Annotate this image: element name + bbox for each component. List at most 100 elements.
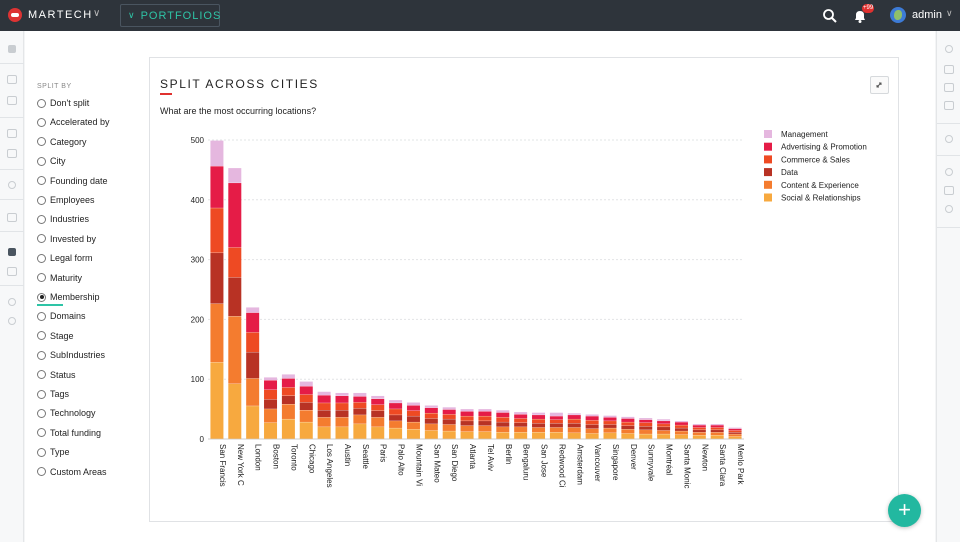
radio-button[interactable] (37, 214, 46, 224)
chevron-down-icon[interactable]: ∨ (946, 8, 953, 18)
split-option-type[interactable]: Type (37, 445, 70, 459)
split-by-title: SPLIT BY (37, 83, 72, 90)
bar-segment (424, 405, 438, 408)
search-icon[interactable] (822, 8, 838, 24)
bar-segment (335, 417, 349, 427)
split-option-accelerated-by[interactable]: Accelerated by (37, 115, 110, 129)
bar-segment (210, 303, 224, 363)
option-label: Founding date (50, 175, 108, 186)
bar-segment (389, 400, 403, 403)
split-option-stage[interactable]: Stage (37, 329, 74, 343)
x-tick-label: San Mateo (432, 444, 441, 483)
split-option-invested-by[interactable]: Invested by (37, 232, 96, 246)
radio-button[interactable] (37, 137, 46, 147)
rss-icon[interactable] (8, 298, 16, 306)
split-option-membership[interactable]: Membership (37, 290, 100, 304)
bar-segment (264, 399, 278, 409)
legend-label: Social & Relationships (781, 194, 861, 203)
radio-button[interactable] (37, 156, 46, 166)
person-icon[interactable] (945, 135, 953, 143)
list-icon[interactable] (7, 129, 17, 138)
split-option-technology[interactable]: Technology (37, 406, 96, 420)
add-button[interactable]: + (888, 494, 921, 527)
grid-icon[interactable] (944, 101, 954, 110)
radio-button[interactable] (37, 370, 46, 380)
legend-label: Commerce & Sales (781, 155, 850, 164)
option-label: Invested by (50, 233, 97, 244)
home-icon[interactable] (8, 45, 16, 53)
split-option-tags[interactable]: Tags (37, 387, 69, 401)
tag-icon[interactable] (944, 65, 954, 74)
bar-segment (478, 421, 492, 426)
split-option-city[interactable]: City (37, 154, 66, 168)
file-icon[interactable] (944, 186, 954, 195)
radio-button[interactable] (37, 350, 46, 360)
radio-button[interactable] (37, 292, 46, 302)
monitor-icon[interactable] (7, 75, 17, 84)
bar-segment (567, 433, 581, 439)
split-option-total-funding[interactable]: Total funding (37, 426, 101, 440)
check-icon[interactable] (945, 45, 953, 53)
bar-segment (692, 427, 706, 430)
circle-icon[interactable] (945, 205, 953, 213)
split-option-employees[interactable]: Employees (37, 193, 95, 207)
radio-button[interactable] (37, 253, 46, 263)
globe-avatar-icon[interactable] (890, 7, 906, 23)
gear-icon[interactable] (945, 168, 953, 176)
radio-button[interactable] (37, 117, 46, 127)
split-option-industries[interactable]: Industries (37, 212, 89, 226)
radio-button[interactable] (37, 273, 46, 283)
logo-icon[interactable] (8, 8, 22, 22)
portfolios-button[interactable]: ∨ PORTFOLIOS (120, 4, 220, 27)
split-option-category[interactable]: Category (37, 135, 87, 149)
location-icon[interactable] (8, 181, 16, 189)
list-icon[interactable] (7, 149, 17, 158)
user-name[interactable]: admin (912, 9, 942, 21)
radio-button[interactable] (37, 389, 46, 399)
bar-segment (514, 422, 528, 427)
split-option-subindustries[interactable]: SubIndustries (37, 348, 105, 362)
bar-segment (496, 422, 510, 427)
bell-icon[interactable] (852, 8, 868, 24)
y-tick-label: 200 (191, 315, 205, 324)
bar-segment (353, 415, 367, 424)
bar-segment (514, 414, 528, 419)
collapse-button[interactable] (870, 76, 889, 94)
bar-segment (692, 424, 706, 425)
radio-button[interactable] (37, 234, 46, 244)
radio-button[interactable] (37, 428, 46, 438)
split-option-domains[interactable]: Domains (37, 309, 86, 323)
split-option-founding-date[interactable]: Founding date (37, 174, 108, 188)
bar-segment (353, 396, 367, 403)
radio-button[interactable] (37, 467, 46, 477)
chevron-down-icon[interactable]: ∨ (93, 8, 101, 19)
radio-button[interactable] (37, 195, 46, 205)
table-icon[interactable] (944, 83, 954, 92)
radio-button[interactable] (37, 176, 46, 186)
split-option-custom-areas[interactable]: Custom Areas (37, 465, 107, 479)
radio-button[interactable] (37, 311, 46, 321)
split-option-legal-form[interactable]: Legal form (37, 251, 93, 265)
split-option-maturity[interactable]: Maturity (37, 271, 82, 285)
radio-button[interactable] (37, 447, 46, 457)
document-icon[interactable] (7, 96, 17, 105)
bar-segment (406, 405, 420, 411)
bar-segment (281, 419, 295, 439)
split-option-don-t-split[interactable]: Don't split (37, 96, 89, 110)
bar-segment (281, 387, 295, 396)
radio-button[interactable] (37, 331, 46, 341)
radio-button[interactable] (37, 408, 46, 418)
bar-segment (317, 427, 331, 439)
bar-segment (353, 408, 367, 415)
users-icon[interactable] (8, 317, 16, 325)
dashboard-icon[interactable] (8, 248, 16, 256)
brand-name[interactable]: MARTECH (28, 9, 93, 21)
split-option-status[interactable]: Status (37, 368, 76, 382)
print-icon[interactable] (7, 213, 17, 222)
bar-segment (246, 312, 260, 333)
bar-segment (621, 416, 635, 419)
legend-label: Management (781, 130, 828, 139)
share-icon[interactable] (7, 267, 17, 276)
radio-button[interactable] (37, 98, 46, 108)
option-label: Membership (50, 292, 100, 302)
